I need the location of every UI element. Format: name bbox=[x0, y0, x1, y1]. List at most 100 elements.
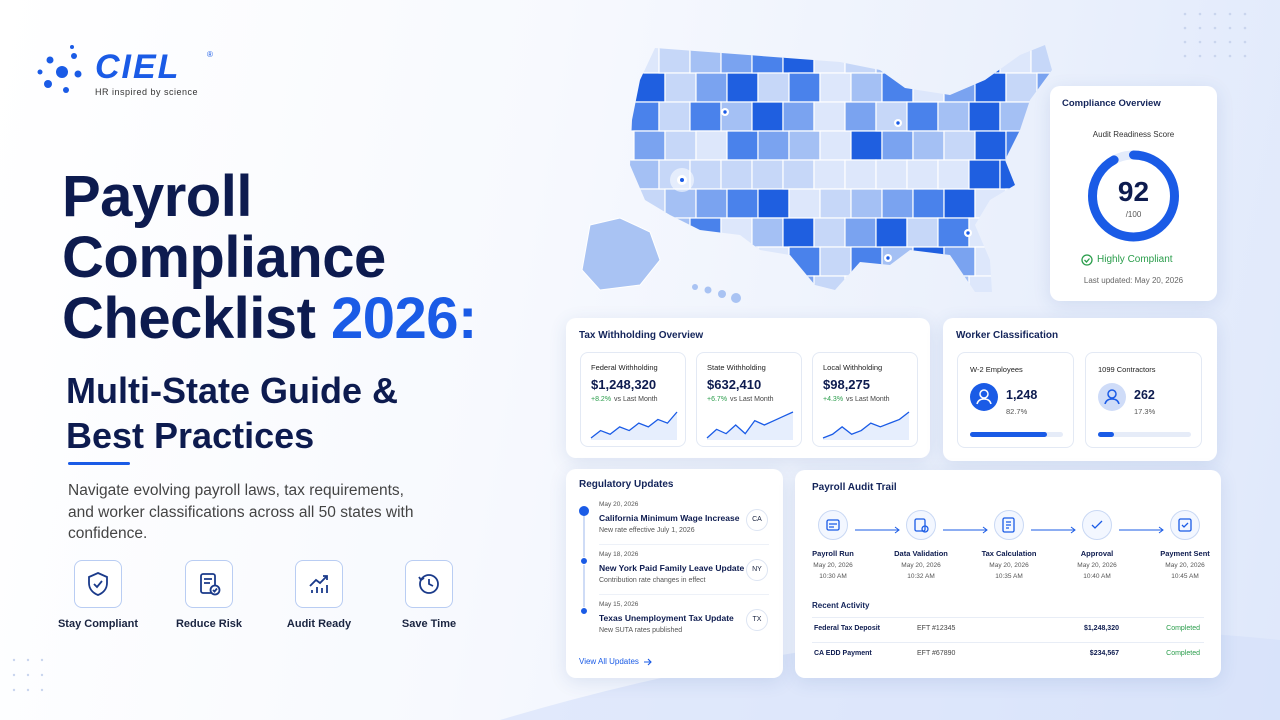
worker-icon bbox=[970, 383, 998, 411]
title-underline bbox=[68, 462, 130, 465]
change-note: vs Last Month bbox=[846, 396, 890, 403]
divider bbox=[599, 594, 769, 595]
feature: Reduce Risk bbox=[154, 560, 264, 630]
title-highlight: 2026: bbox=[331, 286, 477, 351]
map-region bbox=[658, 217, 691, 248]
map-region bbox=[695, 188, 728, 219]
map-region bbox=[726, 188, 759, 219]
card-title: Compliance Overview bbox=[1062, 98, 1161, 109]
step-label: Payment Sent bbox=[1160, 549, 1210, 558]
step-time: 10:40 AM bbox=[1083, 573, 1111, 580]
map-region bbox=[850, 246, 883, 277]
title-line: Payroll bbox=[62, 164, 252, 229]
activity-status: Completed bbox=[1166, 625, 1200, 632]
map-region bbox=[881, 188, 914, 219]
worker-share: 17.3% bbox=[1134, 407, 1156, 416]
map-region bbox=[968, 45, 1001, 74]
worker-count: 1,248 bbox=[1006, 388, 1038, 402]
step-date: May 20, 2026 bbox=[1165, 562, 1205, 569]
withholding-label: Federal Withholding bbox=[591, 363, 658, 372]
state-tag: NY bbox=[746, 559, 768, 581]
map-region bbox=[757, 246, 790, 277]
update-detail: Contribution rate changes in effect bbox=[599, 577, 706, 584]
card-title: Tax Withholding Overview bbox=[579, 330, 704, 341]
person-icon bbox=[976, 389, 992, 405]
card-title: Worker Classification bbox=[956, 330, 1059, 341]
map-region bbox=[633, 72, 666, 103]
map-region bbox=[813, 275, 846, 292]
map-region bbox=[757, 72, 790, 103]
map-region bbox=[937, 159, 970, 190]
step-glyph bbox=[1002, 517, 1015, 533]
hero-title: Payroll Compliance Checklist 2026: bbox=[62, 166, 477, 349]
map-region bbox=[720, 45, 753, 74]
map-region bbox=[819, 246, 852, 277]
map-region bbox=[906, 159, 939, 190]
activity-amount: $234,567 bbox=[1089, 650, 1119, 657]
step-time: 10:45 AM bbox=[1171, 573, 1199, 580]
map-region bbox=[720, 101, 753, 132]
feature-icon bbox=[405, 560, 453, 608]
step-label: Tax Calculation bbox=[981, 549, 1037, 558]
map-region bbox=[720, 217, 753, 248]
logo-name: CIEL bbox=[95, 48, 181, 86]
map-region bbox=[974, 246, 1007, 277]
map-region bbox=[912, 72, 945, 103]
map-region bbox=[1005, 130, 1038, 161]
map-region bbox=[658, 275, 691, 292]
activity-status: Completed bbox=[1166, 650, 1200, 657]
feature-icon bbox=[74, 560, 122, 608]
step-arrow bbox=[943, 521, 989, 534]
map-region bbox=[968, 217, 1001, 248]
withholding-amount: $632,410 bbox=[707, 377, 762, 392]
timeline-dot bbox=[580, 557, 588, 565]
feature: Audit Ready bbox=[264, 560, 374, 630]
feature-icon bbox=[295, 560, 343, 608]
map-region bbox=[782, 275, 815, 292]
map-region bbox=[912, 246, 945, 277]
hawaii bbox=[692, 284, 741, 303]
worker-share: 82.7% bbox=[1006, 407, 1028, 416]
arrow bbox=[1031, 526, 1076, 534]
map-region bbox=[875, 101, 908, 132]
worker-icon bbox=[1098, 383, 1126, 411]
feature: Stay Compliant bbox=[43, 560, 153, 630]
map-region bbox=[881, 72, 914, 103]
hero-subtitle: Multi-State Guide & Best Practices bbox=[66, 370, 398, 456]
step-glyph bbox=[826, 519, 840, 531]
worker-count: 262 bbox=[1134, 388, 1155, 402]
share-bar bbox=[1098, 432, 1115, 437]
map-region bbox=[664, 246, 697, 277]
map-region bbox=[726, 130, 759, 161]
map-region bbox=[788, 188, 821, 219]
map-region bbox=[875, 275, 908, 292]
alaska bbox=[581, 217, 661, 291]
map-region bbox=[757, 188, 790, 219]
change-note: vs Last Month bbox=[614, 396, 658, 403]
map-region bbox=[875, 45, 908, 74]
step-date: May 20, 2026 bbox=[1077, 562, 1117, 569]
update-title: Texas Unemployment Tax Update bbox=[599, 613, 734, 623]
map-region bbox=[664, 188, 697, 219]
change-note: vs Last Month bbox=[730, 396, 774, 403]
view-all-link[interactable]: View All Updates bbox=[579, 657, 639, 666]
worker-label: W-2 Employees bbox=[970, 365, 1023, 374]
map-region bbox=[819, 72, 852, 103]
map-region bbox=[630, 45, 660, 74]
status-icon bbox=[1081, 254, 1093, 266]
hero-description: Navigate evolving payroll laws, tax requ… bbox=[68, 482, 414, 542]
step-date: May 20, 2026 bbox=[813, 562, 853, 569]
card-title: Regulatory Updates bbox=[579, 479, 674, 490]
feature-icon bbox=[185, 560, 233, 608]
map-region bbox=[881, 130, 914, 161]
map-region bbox=[782, 159, 815, 190]
withholding-label: State Withholding bbox=[707, 363, 766, 372]
map-region bbox=[875, 217, 908, 248]
map-region bbox=[937, 101, 970, 132]
timeline-dot bbox=[579, 506, 589, 516]
map-region bbox=[999, 217, 1032, 248]
score-label: Audit Readiness Score bbox=[1092, 130, 1175, 139]
sparkline-area bbox=[823, 412, 909, 440]
recent-title: Recent Activity bbox=[812, 601, 870, 610]
